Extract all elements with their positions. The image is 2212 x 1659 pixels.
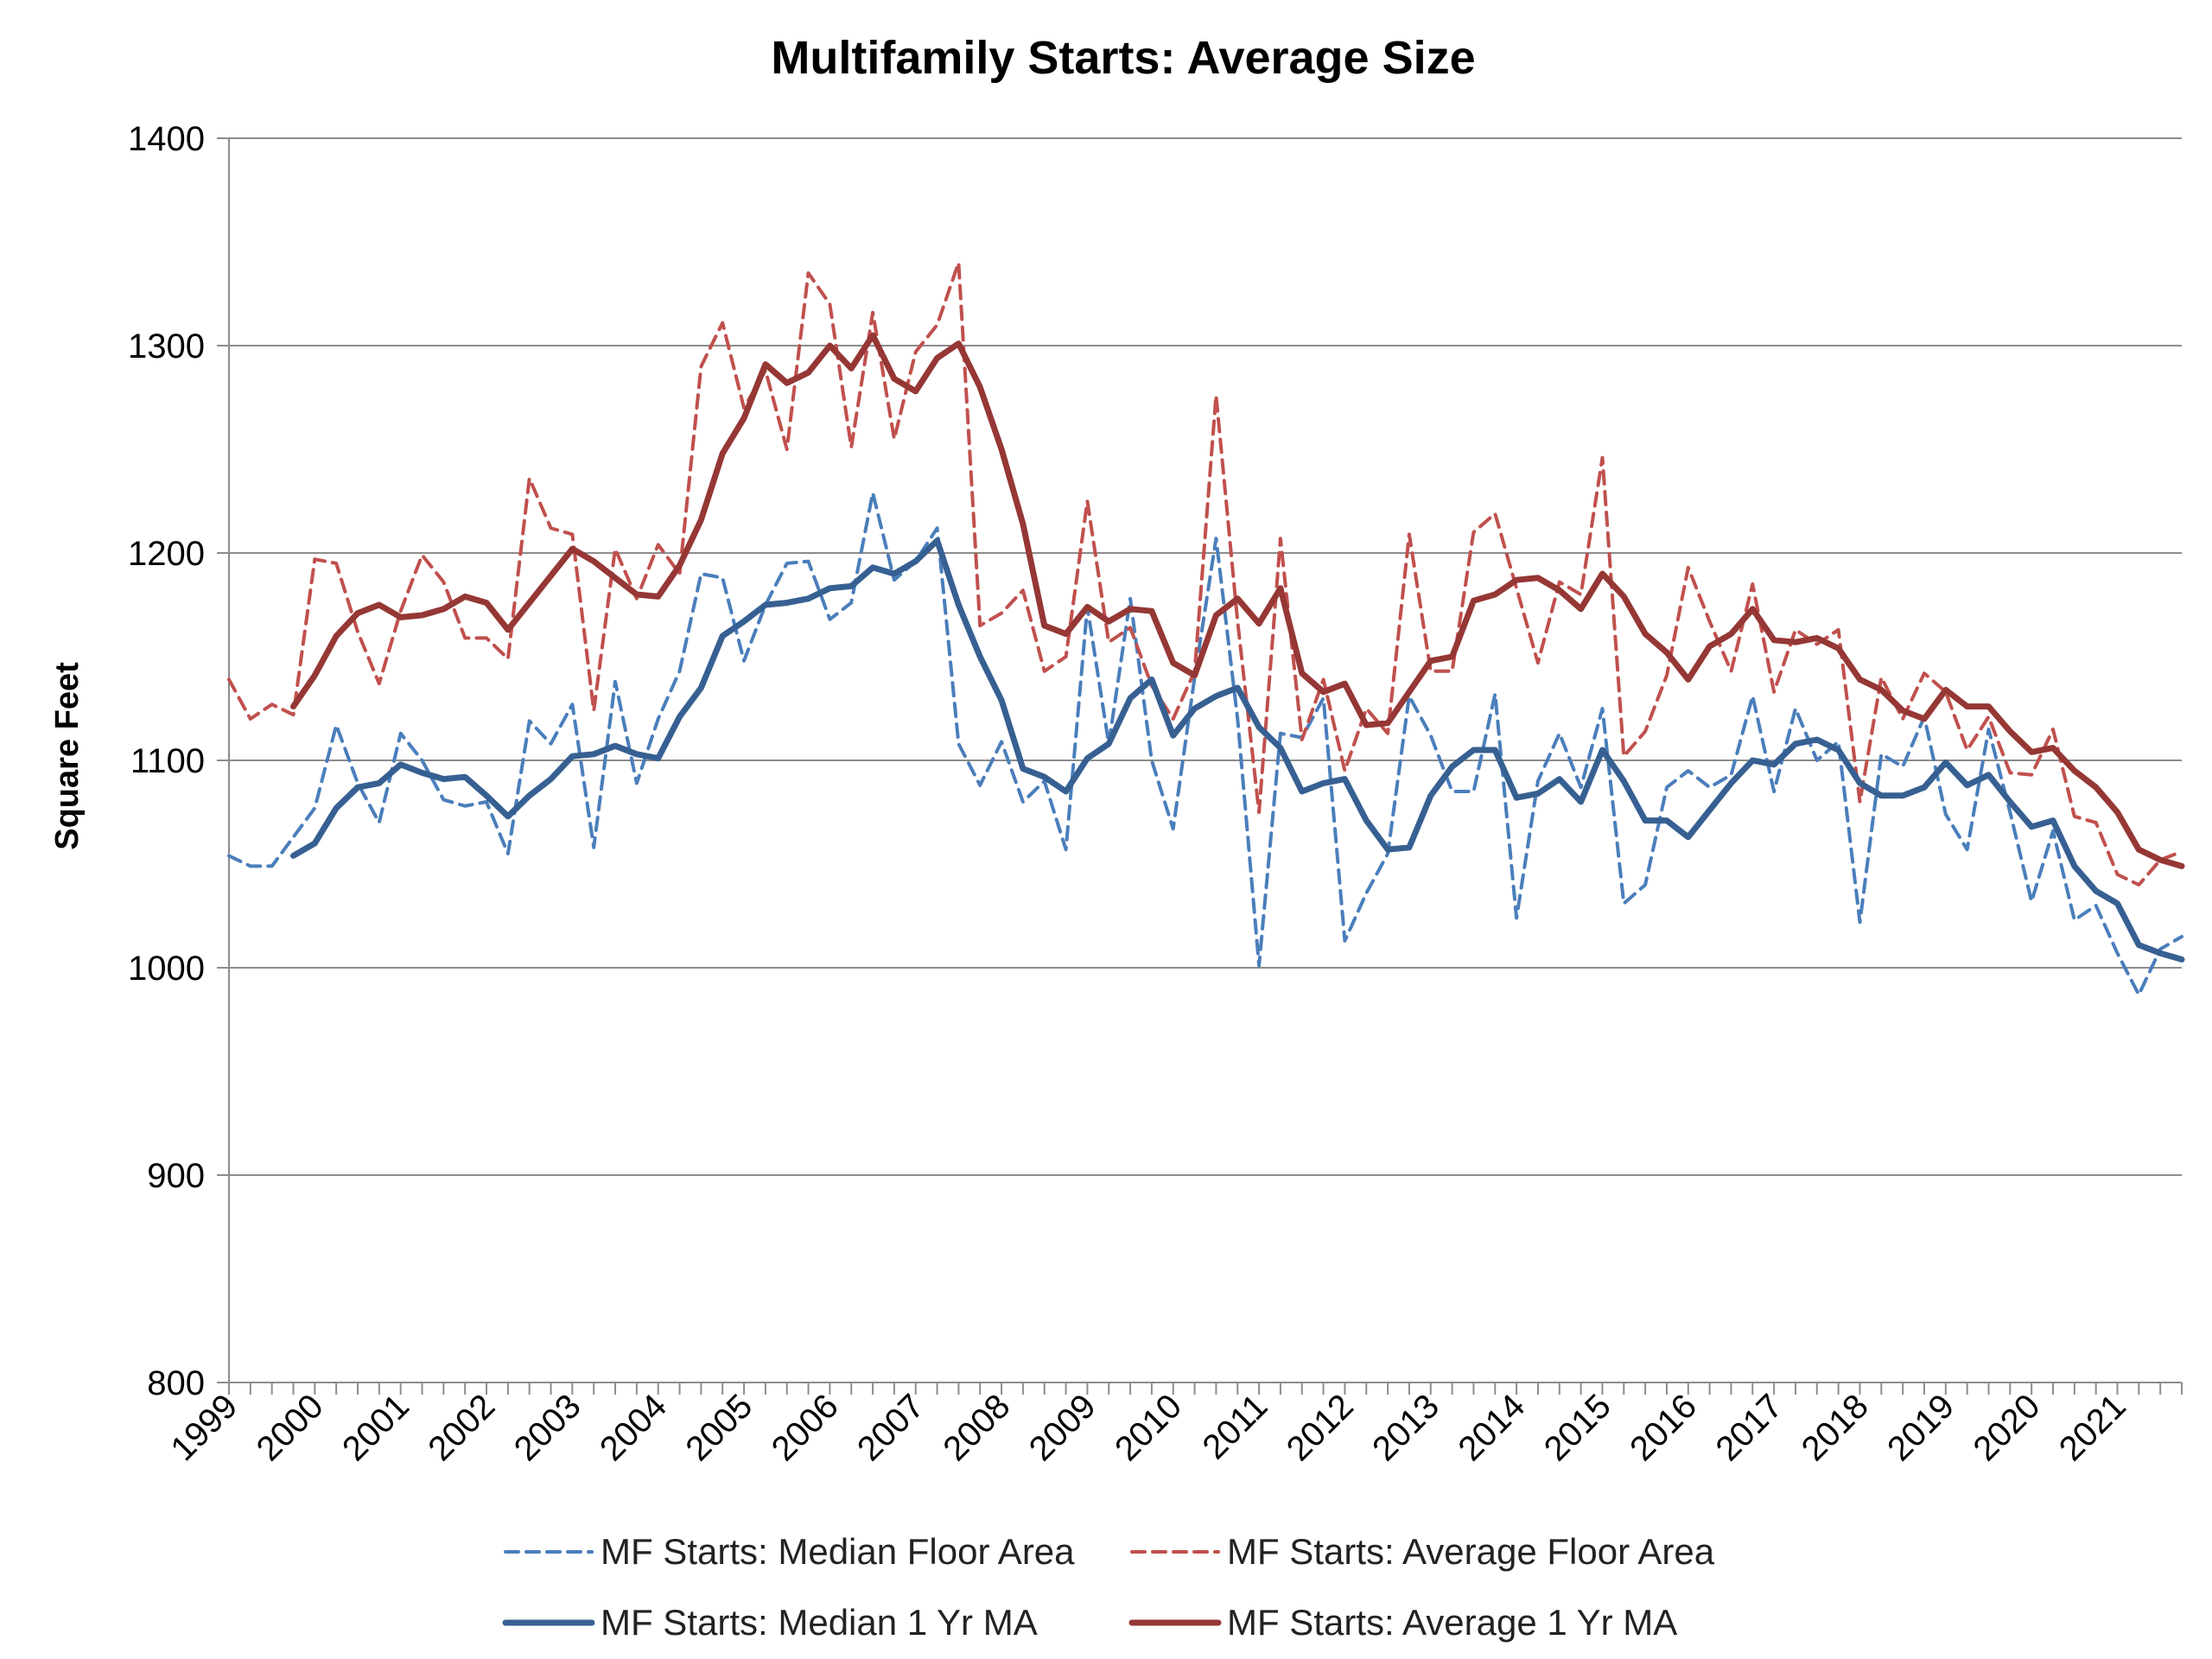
series-line-mf-starts-median-1-yr-ma — [290, 537, 2185, 963]
legend-label: MF Starts: Average Floor Area — [1227, 1531, 1715, 1572]
x-tick-labels: 1999 2000 2001 2002 2003 2004 2005 2006 2007 2008… — [163, 1387, 2133, 1468]
legend-label: MF Starts: Median 1 Yr MA — [601, 1602, 1038, 1643]
x-tick-label: 2010 — [1108, 1387, 1189, 1468]
chart-title: Multifamily Starts: Average Size — [771, 32, 1475, 84]
y-tick-label: 1100 — [130, 742, 205, 780]
series-line-mf-starts-average-floor-area — [227, 261, 2183, 887]
x-tick-label: 2009 — [1022, 1387, 1103, 1468]
x-tick-label: 2001 — [335, 1387, 416, 1468]
x-tick-label: 2007 — [850, 1387, 931, 1468]
y-tick-label: 800 — [147, 1364, 205, 1402]
y-tick-label: 1000 — [128, 950, 205, 988]
gridlines — [229, 137, 2182, 1176]
series-line-mf-starts-median-floor-area — [227, 491, 2183, 997]
x-tick-label: 2020 — [1966, 1387, 2047, 1468]
legend-label: MF Starts: Median Floor Area — [601, 1531, 1075, 1572]
x-tick-label: 2015 — [1537, 1387, 1618, 1468]
x-tick-label: 2014 — [1451, 1387, 1532, 1468]
legend: MF Starts: Median Floor Area MF Starts: A… — [502, 1531, 1715, 1643]
x-tick-label: 2021 — [2052, 1387, 2133, 1468]
x-tick-label: 2008 — [936, 1387, 1017, 1468]
y-tick-label: 900 — [147, 1157, 205, 1195]
y-axis-label: Square Feet — [49, 662, 86, 850]
x-tick-label: 2018 — [1795, 1387, 1876, 1468]
x-tick-label: 2013 — [1365, 1387, 1446, 1468]
x-tick-label: 2011 — [1196, 1387, 1275, 1466]
y-tick-labels: 800 900 1000 1100 1200 1300 1400 — [128, 120, 205, 1402]
x-tick-label: 2019 — [1880, 1387, 1961, 1468]
x-tick-label: 2004 — [593, 1387, 674, 1468]
x-tick-label: 2016 — [1623, 1387, 1704, 1468]
x-tick-label: 2017 — [1708, 1387, 1789, 1468]
x-tick-label: 2006 — [765, 1387, 846, 1468]
x-tick-label: 2000 — [250, 1387, 331, 1468]
legend-label: MF Starts: Average 1 Yr MA — [1227, 1602, 1677, 1643]
x-tick-label: 2003 — [507, 1387, 588, 1468]
x-tick-label: 2002 — [421, 1387, 502, 1468]
x-tick-label: 2005 — [678, 1387, 760, 1468]
data-series — [227, 261, 2185, 997]
x-tick-label: 2012 — [1280, 1387, 1361, 1468]
y-tick-label: 1300 — [128, 327, 205, 365]
y-tick-label: 1400 — [128, 120, 205, 158]
series-line-mf-starts-average-1-yr-ma — [290, 332, 2185, 869]
y-tick-label: 1200 — [128, 535, 205, 573]
axes — [217, 137, 2183, 1395]
